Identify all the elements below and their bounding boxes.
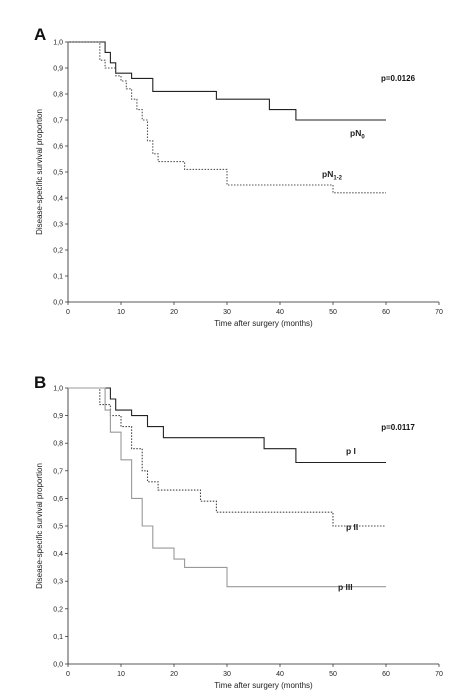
x-axis-title: Time after surgery (months) [214, 681, 313, 690]
survival-curve-2 [68, 387, 386, 527]
series-label: p I [346, 446, 356, 456]
y-tick-label: 0,0 [53, 300, 63, 307]
x-tick-label: 10 [117, 671, 125, 678]
survival-curve-1 [68, 41, 386, 121]
x-tick-label: 30 [223, 309, 231, 316]
series-label: p III [338, 582, 353, 592]
survival-curve-2 [68, 41, 386, 194]
chart-panel-b: B 0,0 0,1 0,2 0,3 0,4 0,5 0,6 0,7 0,8 0,9 1,0 0 10 20 3… [34, 373, 443, 690]
x-tick-label: 40 [276, 309, 284, 316]
y-tick-label: 0,3 [53, 222, 63, 229]
y-tick-label: 1,0 [53, 386, 63, 393]
x-tick-label: 40 [276, 671, 284, 678]
series-label: pN0 [350, 128, 365, 141]
y-tick-label: 0,6 [53, 496, 63, 503]
y-tick-label: 1,0 [53, 40, 63, 47]
panel-letter: A [34, 25, 46, 44]
y-tick-label: 0,8 [53, 441, 63, 448]
panel-letter: B [34, 373, 46, 392]
x-tick-label: 50 [329, 671, 337, 678]
x-tick-label: 20 [170, 671, 178, 678]
y-axis-title: Disease-specific survival proportion [35, 109, 44, 235]
x-tick-label: 60 [382, 309, 390, 316]
y-tick-label: 0,5 [53, 170, 63, 177]
survival-curve-3 [68, 387, 386, 588]
y-tick-label: 0,9 [53, 66, 63, 73]
series-label: p II [346, 522, 358, 532]
x-axis-title: Time after surgery (months) [214, 319, 313, 328]
series-label-subscript: 0 [361, 135, 365, 141]
x-tick-label: 20 [170, 309, 178, 316]
y-tick-label: 0,7 [53, 118, 63, 125]
x-tick-label: 10 [117, 309, 125, 316]
x-tick-label: 30 [223, 671, 231, 678]
x-tick-label: 70 [435, 671, 443, 678]
y-tick-label: 0,0 [53, 662, 63, 669]
x-tick-label: 60 [382, 671, 390, 678]
series-label: pN1-2 [322, 169, 343, 182]
y-tick-label: 0,4 [53, 196, 63, 203]
x-tick-label: 0 [66, 309, 70, 316]
y-tick-label: 0,1 [53, 274, 63, 281]
y-tick-label: 0,8 [53, 92, 63, 99]
y-tick-label: 0,6 [53, 144, 63, 151]
y-tick-label: 0,7 [53, 468, 63, 475]
y-tick-label: 0,1 [53, 634, 63, 641]
x-tick-label: 70 [435, 309, 443, 316]
survival-curve-1 [68, 387, 386, 464]
y-tick-label: 0,2 [53, 248, 63, 255]
y-axis-title: Disease-specific survival proportion [35, 463, 44, 589]
p-value-label: p=0.0126 [381, 74, 416, 83]
series-label-subscript: 1-2 [333, 176, 342, 182]
y-tick-label: 0,2 [53, 606, 63, 613]
x-tick-label: 0 [66, 671, 70, 678]
y-tick-label: 0,3 [53, 579, 63, 586]
p-value-label: p=0.0117 [381, 423, 415, 432]
chart-panel-a: A 0,0 0,1 0,2 0,3 0,4 0,5 0,6 0,7 0,8 0,9 1,0 0 10 20 3… [34, 25, 443, 328]
y-tick-label: 0,9 [53, 413, 63, 420]
y-tick-label: 0,4 [53, 551, 63, 558]
y-tick-label: 0,5 [53, 524, 63, 531]
x-tick-label: 50 [329, 309, 337, 316]
